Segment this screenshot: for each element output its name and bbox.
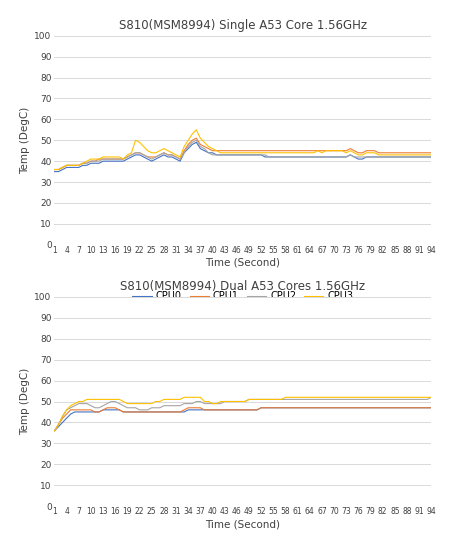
CPU1 (283, 404, 288, 411)
CPU1 (340, 404, 345, 411)
CPU2 (429, 153, 434, 160)
Line: CPU2: CPU2 (54, 140, 431, 169)
CPU2 (52, 427, 57, 434)
CPU1 (193, 135, 199, 141)
CPU2 (202, 145, 207, 152)
X-axis label: Time (Second): Time (Second) (205, 258, 281, 268)
CPU2 (210, 400, 215, 407)
Title: S810(MSM8994) Dual A53 Cores 1.56GHz: S810(MSM8994) Dual A53 Cores 1.56GHz (120, 280, 365, 293)
Y-axis label: Temp (DegC): Temp (DegC) (20, 368, 30, 435)
CPU0 (52, 427, 57, 434)
CPU1 (340, 147, 345, 154)
CPU2 (429, 394, 434, 400)
CPU3 (182, 394, 187, 400)
CPU0 (117, 158, 122, 164)
CPU0 (340, 404, 345, 411)
CPU0 (429, 153, 434, 160)
CPU1 (214, 147, 219, 154)
CPU1 (283, 147, 288, 154)
CPU1 (214, 406, 219, 413)
Line: CPU3: CPU3 (54, 397, 431, 431)
CPU0 (149, 158, 154, 164)
CPU2 (193, 137, 199, 144)
Y-axis label: Temp (DegC): Temp (DegC) (20, 107, 30, 174)
CPU1 (52, 166, 57, 173)
Legend: CPU0, CPU1, CPU2, CPU3: CPU0, CPU1, CPU2, CPU3 (128, 548, 357, 550)
CPU0 (149, 409, 154, 415)
CPU0 (429, 404, 434, 411)
CPU2 (283, 153, 288, 160)
CPU3 (117, 153, 122, 160)
CPU2 (117, 400, 122, 407)
CPU2 (197, 398, 203, 405)
CPU3 (193, 126, 199, 133)
CPU3 (202, 398, 207, 405)
CPU1 (52, 427, 57, 434)
CPU1 (121, 409, 126, 415)
CPU2 (149, 156, 154, 162)
CPU0 (202, 147, 207, 154)
CPU2 (340, 153, 345, 160)
CPU1 (149, 153, 154, 160)
CPU0 (52, 168, 57, 175)
CPU0 (214, 152, 219, 158)
CPU2 (117, 156, 122, 162)
CPU0 (197, 406, 203, 413)
CPU3 (429, 152, 434, 158)
CPU3 (283, 150, 288, 156)
CPU2 (149, 404, 154, 411)
CPU3 (214, 400, 219, 407)
CPU3 (149, 150, 154, 156)
CPU1 (429, 150, 434, 156)
CPU3 (52, 427, 57, 434)
CPU0 (258, 404, 264, 411)
CPU1 (202, 406, 207, 413)
CPU3 (214, 147, 219, 154)
CPU1 (104, 404, 110, 411)
Line: CPU2: CPU2 (54, 397, 431, 431)
CPU1 (429, 404, 434, 411)
CPU3 (429, 394, 434, 400)
CPU3 (340, 394, 345, 400)
Line: CPU1: CPU1 (54, 408, 431, 431)
CPU0 (283, 404, 288, 411)
Legend: CPU0, CPU1, CPU2, CPU3: CPU0, CPU1, CPU2, CPU3 (128, 287, 357, 305)
CPU0 (117, 406, 122, 413)
CPU0 (283, 153, 288, 160)
CPU1 (117, 156, 122, 162)
CPU2 (52, 166, 57, 173)
Line: CPU1: CPU1 (54, 138, 431, 169)
Line: CPU0: CPU0 (54, 142, 431, 172)
CPU3 (149, 400, 154, 407)
CPU2 (279, 396, 284, 403)
CPU3 (202, 139, 207, 146)
CPU3 (340, 147, 345, 154)
CPU1 (153, 409, 158, 415)
CPU0 (340, 153, 345, 160)
Title: S810(MSM8994) Single A53 Core 1.56GHz: S810(MSM8994) Single A53 Core 1.56GHz (119, 19, 367, 32)
X-axis label: Time (Second): Time (Second) (205, 519, 281, 529)
Line: CPU3: CPU3 (54, 130, 431, 169)
CPU3 (117, 396, 122, 403)
Line: CPU0: CPU0 (54, 408, 431, 431)
CPU3 (283, 394, 288, 400)
CPU1 (202, 143, 207, 150)
CPU3 (52, 166, 57, 173)
CPU2 (214, 152, 219, 158)
CPU2 (336, 396, 341, 403)
CPU0 (193, 139, 199, 146)
CPU0 (210, 406, 215, 413)
